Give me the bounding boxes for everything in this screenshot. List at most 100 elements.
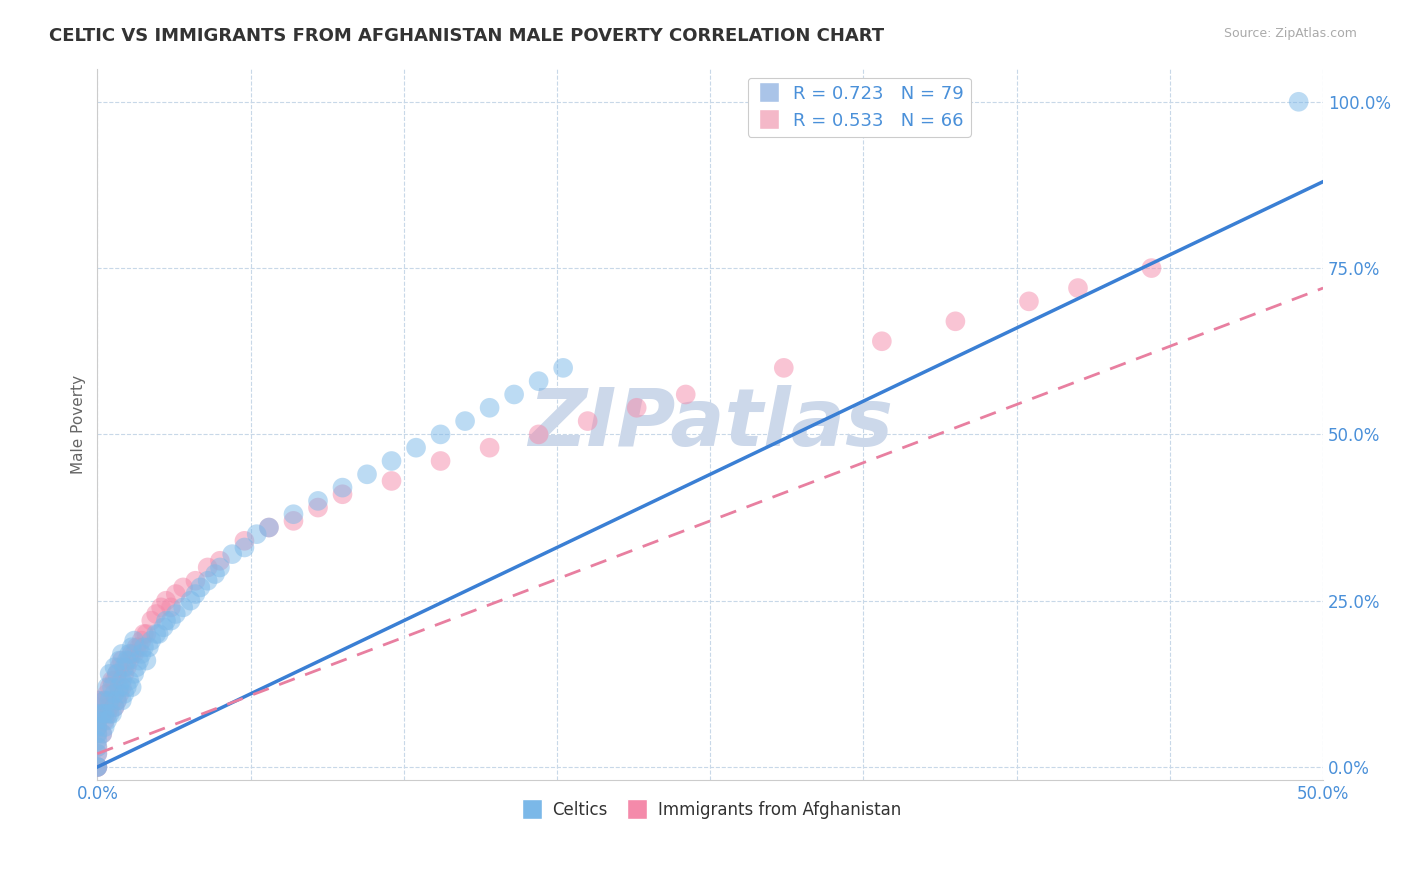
Point [197,560,219,574]
Point [93,720,115,734]
Point [478,401,501,415]
Point [233,533,256,548]
Text: CELTIC VS IMMIGRANTS FROM AFGHANISTAN MALE POVERTY CORRELATION CHART: CELTIC VS IMMIGRANTS FROM AFGHANISTAN MA… [49,27,884,45]
Point [86,706,108,721]
Point [356,467,378,482]
Point [257,520,280,534]
Point [105,666,128,681]
Point [148,627,170,641]
Point [1288,95,1310,109]
Point [91,727,114,741]
Point [179,593,201,607]
Point [165,587,187,601]
Point [93,706,115,721]
Point [103,660,125,674]
Point [101,680,124,694]
Point [188,581,211,595]
Point [131,633,153,648]
Point [150,600,173,615]
Point [103,700,125,714]
Point [118,647,141,661]
Point [945,314,967,328]
Point [86,747,108,761]
Legend: Celtics, Immigrants from Afghanistan: Celtics, Immigrants from Afghanistan [513,794,908,825]
Point [86,720,108,734]
Point [527,427,550,442]
Point [101,673,124,688]
Point [283,507,305,521]
Point [172,581,194,595]
Point [132,640,155,655]
Point [135,627,157,641]
Point [112,660,135,674]
Point [208,554,231,568]
Point [86,760,108,774]
Point [86,739,108,754]
Point [208,560,231,574]
Point [98,706,121,721]
Point [332,481,354,495]
Point [86,727,108,741]
Point [86,733,108,747]
Point [478,441,501,455]
Point [1018,294,1040,309]
Point [429,427,451,442]
Point [86,714,108,728]
Point [125,640,148,655]
Point [125,660,148,674]
Point [1140,261,1163,276]
Point [307,494,329,508]
Point [86,706,108,721]
Point [246,527,269,541]
Point [1067,281,1090,295]
Point [527,374,550,388]
Point [111,647,134,661]
Point [86,739,108,754]
Point [111,673,134,688]
Point [380,474,402,488]
Point [98,666,121,681]
Point [111,654,134,668]
Point [145,627,167,641]
Point [111,693,134,707]
Point [86,747,108,761]
Text: ZIPatlas: ZIPatlas [527,385,893,464]
Point [576,414,599,428]
Point [108,680,131,694]
Point [454,414,477,428]
Point [105,693,128,707]
Point [96,706,118,721]
Point [91,706,114,721]
Point [121,640,143,655]
Point [93,693,115,707]
Point [105,693,128,707]
Point [86,727,108,741]
Point [307,500,329,515]
Point [553,360,575,375]
Point [160,614,183,628]
Point [626,401,648,415]
Point [98,680,121,694]
Point [233,541,256,555]
Point [131,647,153,661]
Point [132,627,155,641]
Point [86,700,108,714]
Point [101,693,124,707]
Point [86,714,108,728]
Point [86,760,108,774]
Point [405,441,427,455]
Point [332,487,354,501]
Point [184,587,207,601]
Point [91,706,114,721]
Point [121,647,143,661]
Point [111,680,134,694]
Text: Source: ZipAtlas.com: Source: ZipAtlas.com [1223,27,1357,40]
Point [380,454,402,468]
Point [152,620,174,634]
Point [98,693,121,707]
Point [141,633,163,648]
Point [105,666,128,681]
Point [122,666,145,681]
Point [121,680,143,694]
Point [184,574,207,588]
